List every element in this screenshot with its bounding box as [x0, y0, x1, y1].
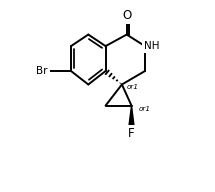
Text: or1: or1 [127, 84, 139, 90]
Text: O: O [122, 9, 131, 22]
Text: F: F [128, 127, 135, 140]
Text: NH: NH [144, 41, 160, 51]
Text: or1: or1 [138, 106, 150, 113]
Polygon shape [128, 106, 135, 133]
Text: Br: Br [36, 66, 48, 76]
